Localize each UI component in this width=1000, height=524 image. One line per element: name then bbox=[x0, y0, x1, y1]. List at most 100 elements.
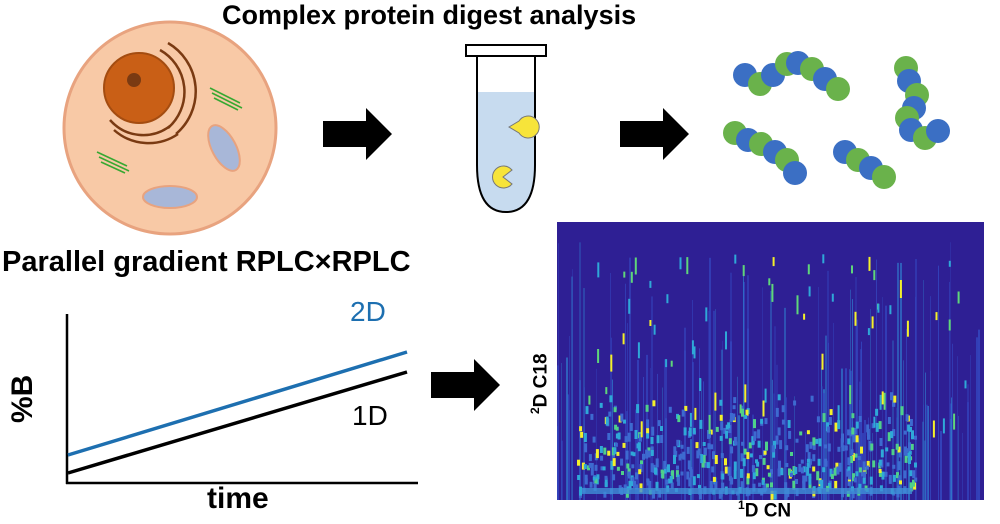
heatmap-streak bbox=[885, 305, 887, 500]
heatmap-streak bbox=[561, 440, 563, 500]
gradient-x-label: time bbox=[207, 482, 269, 515]
heatmap-streak bbox=[571, 276, 573, 500]
heatmap-spot bbox=[639, 483, 643, 493]
heatmap-streak bbox=[611, 337, 612, 500]
heatmap-spot bbox=[812, 437, 816, 446]
heatmap-spot bbox=[719, 414, 723, 421]
heatmap-spot bbox=[766, 465, 770, 470]
heatmap-peak bbox=[807, 264, 810, 275]
heatmap-spot bbox=[867, 434, 870, 440]
heatmap-spot bbox=[775, 435, 779, 445]
heatmap-spot bbox=[719, 435, 723, 441]
heatmap-spot bbox=[908, 442, 911, 452]
heatmap-y-label: 2D C18 bbox=[528, 353, 552, 414]
heatmap-spot bbox=[806, 466, 810, 476]
heatmap-peak bbox=[796, 295, 799, 315]
heatmap-spot bbox=[595, 449, 599, 459]
heatmap-spot bbox=[728, 425, 732, 433]
heatmap-streak bbox=[897, 262, 899, 500]
heatmap-spot bbox=[733, 397, 737, 404]
heatmap-spot bbox=[631, 464, 635, 469]
heatmap-peak bbox=[597, 262, 600, 278]
heatmap-peak bbox=[837, 405, 840, 424]
heatmap-spot bbox=[903, 430, 907, 435]
heatmap-spot bbox=[584, 478, 588, 485]
heatmap-spot bbox=[810, 395, 814, 402]
heatmap-spot bbox=[669, 475, 673, 483]
heatmap-spot bbox=[792, 480, 796, 490]
heatmap-spot bbox=[907, 424, 911, 432]
heatmap-spot bbox=[891, 449, 895, 456]
heatmap-peak bbox=[762, 400, 765, 417]
nucleolus bbox=[127, 73, 141, 87]
heatmap-spot bbox=[680, 471, 684, 476]
heatmap-spot bbox=[909, 482, 913, 492]
heatmap-peak bbox=[873, 416, 876, 428]
heatmap-spot bbox=[660, 435, 664, 443]
heatmap-spot bbox=[909, 426, 912, 432]
heatmap-spot bbox=[590, 463, 594, 471]
heatmap-streak bbox=[930, 370, 931, 500]
heatmap-peak bbox=[831, 293, 834, 302]
heatmap-spot bbox=[583, 464, 587, 470]
heatmap-spot bbox=[618, 415, 622, 423]
arrow-3 bbox=[431, 359, 500, 411]
heatmap-spot bbox=[581, 462, 585, 470]
heatmap-spot bbox=[635, 484, 639, 490]
heatmap-spot bbox=[781, 419, 785, 425]
heatmap-streak bbox=[950, 242, 951, 500]
heatmap-streak bbox=[970, 355, 971, 500]
heatmap-spot bbox=[714, 481, 718, 490]
heatmap-spot bbox=[687, 460, 691, 470]
peptide-chain-1 bbox=[733, 51, 850, 101]
heatmap-spot bbox=[853, 477, 857, 483]
heatmap-spot bbox=[858, 467, 862, 473]
heatmap-spot bbox=[753, 431, 757, 439]
heatmap-spot bbox=[826, 426, 830, 433]
heatmap-spot bbox=[714, 455, 718, 464]
heatmap-spot bbox=[805, 444, 809, 453]
heatmap-spot bbox=[600, 455, 604, 461]
heatmap-spot bbox=[766, 483, 769, 488]
heatmap-spot bbox=[892, 429, 896, 437]
heatmap-spot bbox=[673, 446, 677, 456]
heatmap-streak bbox=[748, 352, 749, 500]
heatmap-streak bbox=[967, 384, 969, 500]
heatmap-spot bbox=[847, 457, 851, 466]
heatmap-streak bbox=[579, 242, 581, 500]
heatmap-spot bbox=[614, 442, 618, 447]
heatmap-spot bbox=[740, 453, 744, 462]
heatmap-spot bbox=[607, 450, 611, 456]
heatmap-peak bbox=[883, 392, 886, 410]
heatmap-spot bbox=[706, 462, 710, 469]
heatmap-spot bbox=[638, 469, 642, 475]
heatmap-streak bbox=[852, 299, 853, 500]
heatmap-streak bbox=[868, 417, 869, 500]
heatmap-streak bbox=[892, 340, 894, 500]
heatmap-spot bbox=[613, 407, 617, 413]
heatmap-spot bbox=[636, 443, 640, 449]
heatmap-streak bbox=[772, 379, 773, 500]
heatmap-streak bbox=[569, 410, 570, 500]
heatmap-peak bbox=[906, 320, 909, 337]
heatmap-spot bbox=[594, 478, 598, 484]
heatmap-spot bbox=[910, 443, 914, 450]
heatmap-spot bbox=[638, 433, 642, 442]
heatmap-peak bbox=[679, 257, 682, 270]
heatmap-spot bbox=[892, 474, 896, 482]
heatmap-spot bbox=[748, 442, 752, 449]
cell-illustration bbox=[62, 20, 278, 236]
heatmap-spot bbox=[824, 444, 827, 449]
heatmap-spot bbox=[772, 448, 776, 458]
heatmap-spot bbox=[745, 409, 749, 416]
heatmap-streak bbox=[762, 287, 763, 500]
heatmap-spot bbox=[806, 430, 810, 435]
heatmap-spot bbox=[841, 433, 844, 443]
heatmap-spot bbox=[700, 454, 704, 464]
heatmap-spot bbox=[771, 445, 775, 453]
heatmap-spot bbox=[888, 474, 892, 484]
heatmap-spot bbox=[667, 464, 670, 473]
heatmap-spot bbox=[648, 481, 652, 490]
heatmap-spot bbox=[800, 467, 804, 474]
heatmap-spot bbox=[762, 457, 766, 465]
